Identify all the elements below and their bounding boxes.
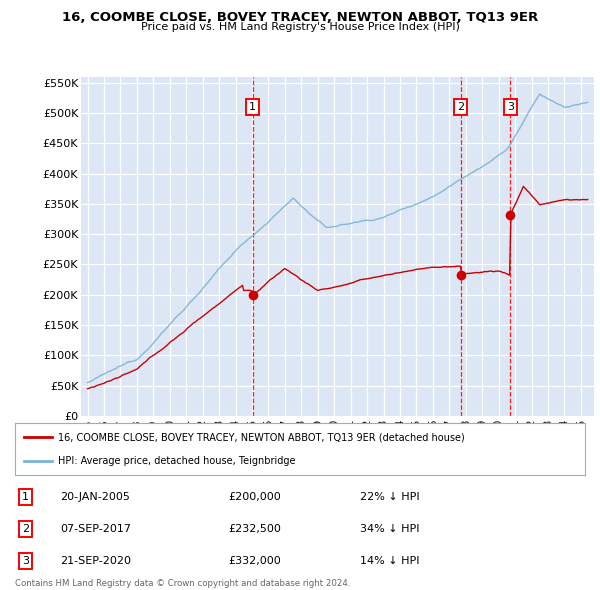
Text: 21-SEP-2020: 21-SEP-2020 [60, 556, 131, 566]
Text: 2: 2 [457, 102, 464, 112]
Text: £232,500: £232,500 [228, 525, 281, 534]
Text: 1: 1 [250, 102, 256, 112]
Text: 16, COOMBE CLOSE, BOVEY TRACEY, NEWTON ABBOT, TQ13 9ER (detached house): 16, COOMBE CLOSE, BOVEY TRACEY, NEWTON A… [58, 432, 464, 442]
Text: 1: 1 [22, 493, 29, 502]
Text: 20-JAN-2005: 20-JAN-2005 [60, 493, 130, 502]
Text: £200,000: £200,000 [228, 493, 281, 502]
Text: 22% ↓ HPI: 22% ↓ HPI [360, 493, 419, 502]
Text: HPI: Average price, detached house, Teignbridge: HPI: Average price, detached house, Teig… [58, 456, 295, 466]
Text: 14% ↓ HPI: 14% ↓ HPI [360, 556, 419, 566]
Text: £332,000: £332,000 [228, 556, 281, 566]
Text: Contains HM Land Registry data © Crown copyright and database right 2024.: Contains HM Land Registry data © Crown c… [15, 579, 350, 588]
Text: 3: 3 [22, 556, 29, 566]
Text: 2: 2 [22, 525, 29, 534]
Text: 34% ↓ HPI: 34% ↓ HPI [360, 525, 419, 534]
Text: 07-SEP-2017: 07-SEP-2017 [60, 525, 131, 534]
Text: 3: 3 [507, 102, 514, 112]
Text: Price paid vs. HM Land Registry's House Price Index (HPI): Price paid vs. HM Land Registry's House … [140, 22, 460, 32]
Text: 16, COOMBE CLOSE, BOVEY TRACEY, NEWTON ABBOT, TQ13 9ER: 16, COOMBE CLOSE, BOVEY TRACEY, NEWTON A… [62, 11, 538, 24]
